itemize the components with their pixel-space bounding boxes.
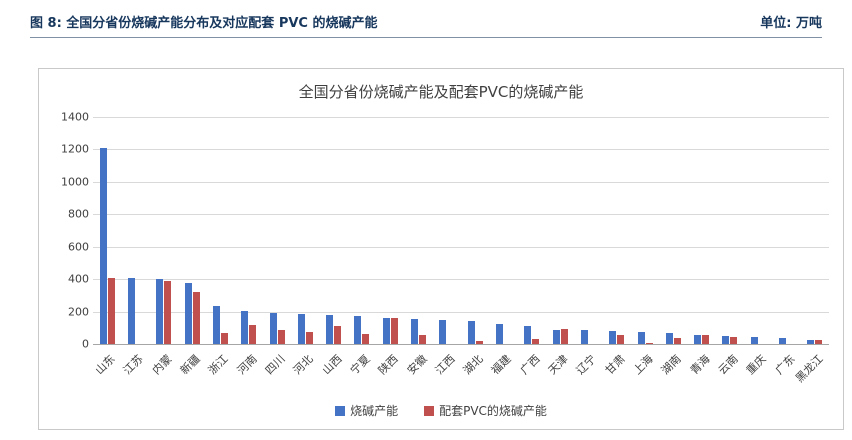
- bar-pvc-caustic: [702, 335, 710, 344]
- bar-caustic-soda: [382, 318, 390, 344]
- chart: 全国分省份烧碱产能及配套PVC的烧碱产能 0 200 400 600 800 1000 12…: [38, 68, 844, 430]
- bar-caustic-soda: [609, 331, 617, 344]
- bar-caustic-soda: [156, 279, 164, 344]
- bar-caustic-soda: [269, 313, 277, 344]
- y-tick-label: 1200: [61, 142, 89, 156]
- bar-caustic-soda: [127, 278, 135, 344]
- bar-caustic-soda: [241, 310, 249, 344]
- bar-pvc-caustic: [249, 324, 257, 344]
- gridline: [93, 311, 829, 313]
- unit-label: 单位: 万吨: [760, 16, 822, 31]
- gridline: [93, 117, 829, 118]
- bar-pvc-caustic: [617, 335, 625, 344]
- bar-pvc-caustic: [560, 329, 568, 344]
- x-axis-line: [93, 344, 829, 345]
- bar-pvc-caustic: [645, 342, 653, 344]
- gridline: [93, 279, 829, 281]
- bar-caustic-soda: [722, 335, 730, 344]
- legend-swatch: [424, 405, 435, 416]
- bar-pvc-caustic: [815, 339, 823, 344]
- y-tick-label: 1000: [61, 175, 89, 189]
- bar-caustic-soda: [184, 283, 192, 344]
- bar-pvc-caustic: [532, 338, 540, 344]
- y-tick-label: 800: [68, 207, 89, 221]
- bar-pvc-caustic: [164, 280, 172, 344]
- bar-pvc-caustic: [277, 330, 285, 344]
- figure-header: 图 8: 全国分省份烧碱产能分布及对应配套 PVC 的烧碱产能 单位: 万吨: [30, 12, 822, 38]
- bar-caustic-soda: [694, 335, 702, 344]
- bar-caustic-soda: [779, 337, 787, 344]
- bar-pvc-caustic: [305, 331, 313, 344]
- bar-caustic-soda: [807, 339, 815, 344]
- bar-caustic-soda: [297, 314, 305, 344]
- bar-caustic-soda: [665, 333, 673, 344]
- bar-caustic-soda: [467, 321, 475, 344]
- y-tick-label: 400: [68, 272, 89, 286]
- bar-pvc-caustic: [107, 277, 115, 344]
- gridline: [93, 181, 829, 183]
- bar-pvc-caustic: [220, 332, 228, 344]
- bar-caustic-soda: [326, 314, 334, 344]
- plot-area: 0 200 400 600 800 1000 1200 1400 山东 江苏 内蒙 新疆 浙江 河南 四川河…: [39, 69, 843, 429]
- bar-caustic-soda: [750, 337, 758, 344]
- chart-title: 全国分省份烧碱产能及配套PVC的烧碱产能: [298, 83, 584, 101]
- gridline: [93, 149, 829, 151]
- bar-caustic-soda: [524, 325, 532, 344]
- bar-pvc-caustic: [362, 334, 370, 344]
- bar-caustic-soda: [580, 330, 588, 344]
- bar-pvc-caustic: [192, 292, 200, 344]
- y-tick-label: 1400: [61, 110, 89, 124]
- bar-caustic-soda: [495, 324, 503, 344]
- y-tick-label: 600: [68, 240, 89, 254]
- bar-caustic-soda: [439, 320, 447, 344]
- gridline: [93, 214, 829, 216]
- bar-pvc-caustic: [390, 318, 398, 344]
- bar-pvc-caustic: [334, 326, 342, 344]
- bar-caustic-soda: [354, 316, 362, 344]
- bar-pvc-caustic: [419, 335, 427, 344]
- bar-caustic-soda: [411, 319, 419, 344]
- legend-item: 配套PVC的烧碱产能: [424, 402, 547, 419]
- bar-pvc-caustic: [730, 337, 738, 344]
- legend-label: 配套PVC的烧碱产能: [439, 404, 547, 418]
- bar-caustic-soda: [552, 330, 560, 344]
- gridline: [93, 246, 829, 248]
- y-tick-label: 200: [68, 305, 89, 319]
- legend-item: 烧碱产能: [335, 402, 398, 419]
- bar-caustic-soda: [637, 332, 645, 344]
- bar-caustic-soda: [99, 147, 107, 344]
- bar-pvc-caustic: [673, 338, 681, 344]
- figure-caption: 图 8: 全国分省份烧碱产能分布及对应配套 PVC 的烧碱产能: [30, 16, 378, 31]
- y-tick-label: 0: [82, 337, 89, 351]
- bar-caustic-soda: [212, 305, 220, 344]
- bar-pvc-caustic: [475, 340, 483, 344]
- legend-swatch: [335, 405, 346, 416]
- legend: 烧碱产能 配套PVC的烧碱产能: [39, 402, 843, 419]
- legend-label: 烧碱产能: [350, 404, 399, 418]
